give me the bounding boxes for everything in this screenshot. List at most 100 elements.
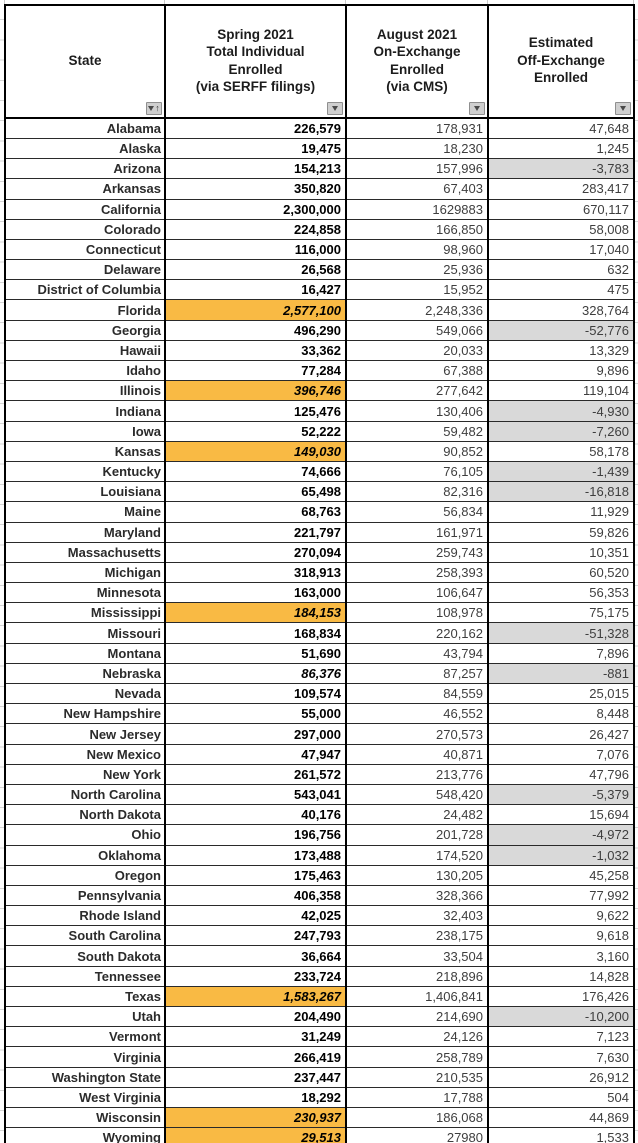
spring-cell[interactable]: 116,000 <box>164 238 347 261</box>
state-cell[interactable]: Tennessee <box>4 965 166 987</box>
off-exchange-cell[interactable]: 15,694 <box>487 804 635 826</box>
spring-cell[interactable]: 350,820 <box>164 178 347 200</box>
august-cell[interactable]: 258,789 <box>345 1046 489 1068</box>
august-cell[interactable]: 18,230 <box>345 137 489 160</box>
state-cell[interactable]: Utah <box>4 1006 166 1028</box>
state-cell[interactable]: Montana <box>4 642 166 664</box>
off-exchange-cell[interactable]: 504 <box>487 1086 635 1108</box>
off-exchange-cell[interactable]: 10,351 <box>487 541 635 563</box>
off-exchange-cell[interactable]: -1,032 <box>487 844 635 866</box>
spring-cell[interactable]: 26,568 <box>164 259 347 281</box>
spring-cell[interactable]: 19,475 <box>164 137 347 160</box>
august-cell[interactable]: 213,776 <box>345 763 489 785</box>
state-cell[interactable]: California <box>4 198 166 220</box>
state-cell[interactable]: Alaska <box>4 137 166 160</box>
august-cell[interactable]: 20,033 <box>345 339 489 362</box>
spring-cell[interactable]: 2,300,000 <box>164 198 347 220</box>
state-cell[interactable]: Rhode Island <box>4 905 166 927</box>
spring-cell[interactable]: 18,292 <box>164 1086 347 1108</box>
state-cell[interactable]: Pennsylvania <box>4 884 166 907</box>
off-exchange-cell[interactable]: 632 <box>487 259 635 281</box>
state-cell[interactable]: North Dakota <box>4 804 166 826</box>
off-exchange-cell[interactable]: 3,160 <box>487 945 635 967</box>
off-exchange-cell[interactable]: 58,008 <box>487 218 635 240</box>
spring-cell[interactable]: 237,447 <box>164 1066 347 1088</box>
august-cell[interactable]: 258,393 <box>345 561 489 584</box>
state-cell[interactable]: Wisconsin <box>4 1106 166 1129</box>
state-cell[interactable]: New Hampshire <box>4 703 166 725</box>
spring-cell[interactable]: 496,290 <box>164 319 347 341</box>
off-exchange-cell[interactable]: -16,818 <box>487 481 635 503</box>
state-cell[interactable]: Nebraska <box>4 662 166 685</box>
state-cell[interactable]: Massachusetts <box>4 541 166 563</box>
state-cell[interactable]: Colorado <box>4 218 166 240</box>
spring-cell[interactable]: 55,000 <box>164 703 347 725</box>
august-cell[interactable]: 24,126 <box>345 1026 489 1048</box>
state-cell[interactable]: Vermont <box>4 1026 166 1048</box>
spring-cell[interactable]: 47,947 <box>164 743 347 765</box>
spring-cell[interactable]: 52,222 <box>164 420 347 442</box>
august-cell[interactable]: 82,316 <box>345 481 489 503</box>
off-exchange-cell[interactable]: 9,618 <box>487 925 635 947</box>
state-cell[interactable]: Virginia <box>4 1046 166 1068</box>
off-exchange-cell[interactable]: -10,200 <box>487 1006 635 1028</box>
august-cell[interactable]: 210,535 <box>345 1066 489 1088</box>
off-exchange-cell[interactable]: 1,245 <box>487 137 635 160</box>
spring-cell[interactable]: 184,153 <box>164 602 347 624</box>
state-cell[interactable]: Oklahoma <box>4 844 166 866</box>
august-cell[interactable]: 67,403 <box>345 178 489 200</box>
off-exchange-cell[interactable]: 60,520 <box>487 561 635 584</box>
august-cell[interactable]: 87,257 <box>345 662 489 685</box>
august-cell[interactable]: 76,105 <box>345 460 489 483</box>
spring-cell[interactable]: 233,724 <box>164 965 347 987</box>
spring-cell[interactable]: 230,937 <box>164 1106 347 1129</box>
august-cell[interactable]: 40,871 <box>345 743 489 765</box>
state-cell[interactable]: Connecticut <box>4 238 166 261</box>
spring-cell[interactable]: 40,176 <box>164 804 347 826</box>
off-exchange-cell[interactable]: -52,776 <box>487 319 635 341</box>
spring-cell[interactable]: 318,913 <box>164 561 347 584</box>
spring-cell[interactable]: 154,213 <box>164 158 347 180</box>
spring-cell[interactable]: 149,030 <box>164 440 347 462</box>
state-cell[interactable]: New Jersey <box>4 723 166 745</box>
off-exchange-cell[interactable]: 58,178 <box>487 440 635 462</box>
off-exchange-cell[interactable]: 26,427 <box>487 723 635 745</box>
off-exchange-cell[interactable]: -881 <box>487 662 635 685</box>
off-exchange-cell[interactable]: 670,117 <box>487 198 635 220</box>
august-cell[interactable]: 166,850 <box>345 218 489 240</box>
august-filter-button[interactable] <box>469 102 485 116</box>
august-cell[interactable]: 186,068 <box>345 1106 489 1129</box>
august-cell[interactable]: 33,504 <box>345 945 489 967</box>
off-exchange-cell[interactable]: 17,040 <box>487 238 635 261</box>
state-cell[interactable]: District of Columbia <box>4 279 166 301</box>
state-sort-filter-button[interactable]: ↑ <box>146 102 162 116</box>
off-exchange-cell[interactable]: 14,828 <box>487 965 635 987</box>
spring-cell[interactable]: 77,284 <box>164 360 347 382</box>
spring-cell[interactable]: 396,746 <box>164 380 347 402</box>
off-exchange-cell[interactable]: 7,076 <box>487 743 635 765</box>
state-cell[interactable]: Oregon <box>4 864 166 886</box>
spring-cell[interactable]: 173,488 <box>164 844 347 866</box>
state-cell[interactable]: South Dakota <box>4 945 166 967</box>
state-cell[interactable]: Illinois <box>4 380 166 402</box>
state-cell[interactable]: New York <box>4 763 166 785</box>
spring-cell[interactable]: 16,427 <box>164 279 347 301</box>
spring-cell[interactable]: 109,574 <box>164 683 347 705</box>
off-exchange-cell[interactable]: 11,929 <box>487 501 635 523</box>
off-exchange-cell[interactable]: 25,015 <box>487 683 635 705</box>
august-cell[interactable]: 84,559 <box>345 683 489 705</box>
august-cell[interactable]: 277,642 <box>345 380 489 402</box>
off-exchange-cell[interactable]: -4,930 <box>487 400 635 422</box>
off-exchange-cell[interactable]: 8,448 <box>487 703 635 725</box>
spring-cell[interactable]: 175,463 <box>164 864 347 886</box>
off-exchange-cell[interactable]: 77,992 <box>487 884 635 907</box>
spring-cell[interactable]: 2,577,100 <box>164 299 347 321</box>
off-exchange-cell[interactable]: -3,783 <box>487 158 635 180</box>
august-cell[interactable]: 214,690 <box>345 1006 489 1028</box>
spring-cell[interactable]: 86,376 <box>164 662 347 685</box>
off-exchange-cell[interactable]: 9,896 <box>487 360 635 382</box>
spring-cell[interactable]: 33,362 <box>164 339 347 362</box>
state-cell[interactable]: Missouri <box>4 622 166 644</box>
august-cell[interactable]: 43,794 <box>345 642 489 664</box>
august-cell[interactable]: 328,366 <box>345 884 489 907</box>
